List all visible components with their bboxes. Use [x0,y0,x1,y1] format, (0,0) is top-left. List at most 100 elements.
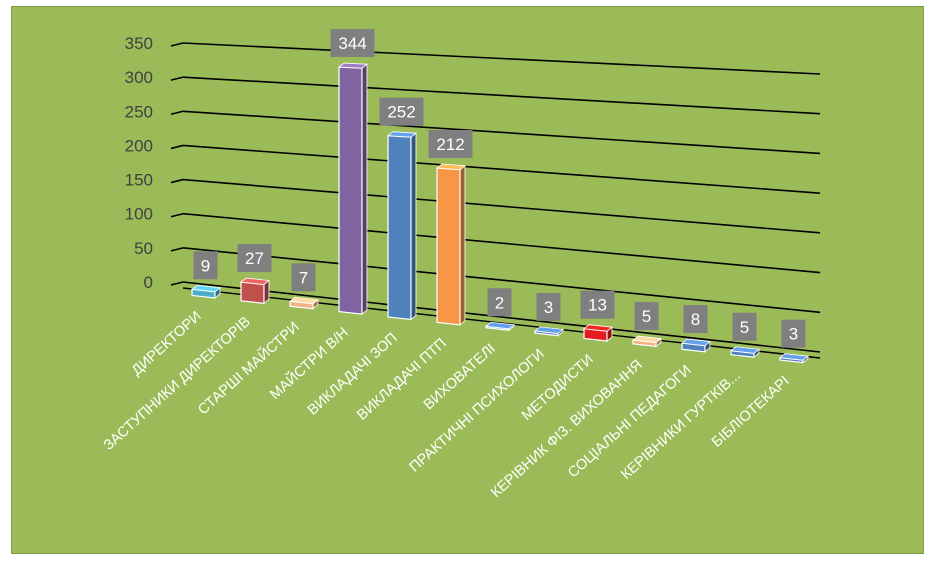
data-label: 7 [291,263,316,292]
data-label-box [193,251,218,280]
y-axis-ticks: 0 50 100 150 200 250 300 350 [125,34,153,292]
bar [681,338,711,353]
bar-top [583,324,613,332]
gridline [182,178,821,234]
data-label: 9 [193,251,218,280]
bar-top [337,62,369,69]
gridline-stub [170,281,184,286]
data-labels: 9 27 7 344 252 212 2 3 13 5 8 5 3 [193,29,806,348]
bar-side [410,132,417,321]
data-label-box [330,29,375,58]
data-label: 344 [330,29,375,58]
data-label: 212 [428,130,473,159]
bar-top [534,326,564,334]
bar [435,163,467,326]
bar [485,321,515,332]
gridline [182,110,821,155]
gridline-stub [170,42,184,47]
y-tick-label: 150 [125,171,153,190]
floor-edge [182,287,821,359]
bar-top [289,296,319,305]
gridline-stub [170,212,184,218]
y-tick-label: 200 [125,136,153,155]
data-label-text: 3 [789,325,798,344]
bar-top [435,163,467,171]
data-label: 5 [732,312,757,341]
data-label-box [781,319,806,348]
bar-top [240,277,270,285]
data-label-text: 3 [544,298,553,317]
bar [289,296,319,310]
bar-front [436,167,461,326]
data-label: 3 [536,292,561,321]
bar [583,324,613,342]
gridline-stub [170,178,184,184]
data-label: 5 [634,302,659,331]
data-label-box [536,292,561,321]
gridline-stub [170,144,184,150]
data-label-box [580,290,615,319]
data-label-box [634,302,659,331]
y-tick-label: 300 [125,68,153,87]
data-label: 3 [781,319,806,348]
bar [779,353,809,364]
data-label-text: 2 [495,293,504,312]
bars [191,62,809,364]
bar-front [338,66,363,315]
data-label-text: 344 [338,34,366,53]
data-label-text: 13 [588,296,607,315]
y-tick-label: 350 [125,34,153,53]
data-label-text: 5 [642,307,651,326]
data-label-text: 9 [201,256,210,275]
bar-top [730,346,760,354]
bar [632,335,662,348]
data-label: 8 [683,305,708,334]
data-label-text: 8 [691,310,700,329]
bar-top [681,338,711,347]
y-tick-label: 0 [144,273,153,292]
bar-front [387,135,412,321]
gridline-stub [170,76,184,81]
gridline-stub [170,110,184,116]
gridline [182,281,821,353]
category-label: СТАРШІ МАЙСТРИ [194,318,303,418]
data-label-text: 7 [299,268,308,287]
data-label: 13 [580,290,615,319]
gridline [182,247,821,314]
data-label-box [683,305,708,334]
data-label-text: 27 [245,249,264,268]
gridline-stub [170,247,184,252]
bar-top [386,131,418,138]
gridline [182,42,821,75]
chart-area [11,6,924,554]
y-tick-label: 100 [125,205,153,224]
gridline [182,212,821,274]
bar [191,284,221,299]
bar [386,131,418,321]
gridline [182,76,821,115]
bar [240,277,270,305]
data-label: 27 [237,244,272,273]
bar [337,62,369,315]
data-label-text: 5 [740,318,749,337]
data-label: 252 [379,97,424,126]
data-label-box [237,244,272,273]
bar-top [779,353,809,361]
data-label-box [732,312,757,341]
bar-side [361,63,368,315]
data-label-box [379,97,424,126]
data-label-text: 252 [387,103,415,122]
data-label: 2 [487,288,512,317]
y-tick-label: 50 [134,239,153,258]
gridline [182,144,821,194]
data-label-text: 212 [436,135,464,154]
bar [730,346,760,359]
gridlines [170,42,821,359]
data-label-box [487,288,512,317]
y-tick-label: 250 [125,102,153,121]
bar [534,326,564,337]
bar-top [632,335,662,343]
bar-top [191,284,221,293]
data-label-box [428,130,473,159]
